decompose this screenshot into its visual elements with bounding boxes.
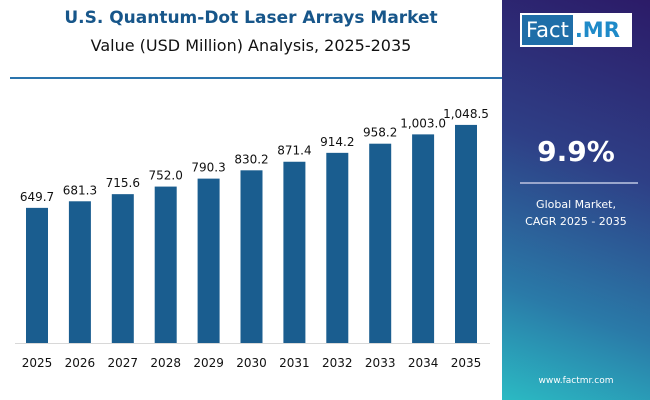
panel-divider (520, 182, 638, 184)
x-tick-label: 2027 (108, 356, 139, 370)
data-label: 752.0 (149, 169, 183, 183)
chart-subtitle: Value (USD Million) Analysis, 2025-2035 (90, 36, 412, 55)
data-label: 1,003.0 (400, 116, 446, 130)
chart-area: U.S. Quantum-Dot Laser Arrays Market Val… (10, 8, 502, 370)
bar-2028 (154, 186, 177, 343)
bar-2030 (240, 170, 263, 343)
bar-2035 (455, 124, 477, 343)
x-tick-label: 2028 (150, 356, 181, 370)
website-url: www.factmr.com (538, 376, 614, 386)
bar-2034 (412, 134, 435, 343)
data-label: 830.2 (234, 152, 268, 166)
data-label: 1,048.5 (443, 107, 489, 121)
bar-2027 (111, 194, 134, 343)
bar-2029 (197, 178, 220, 343)
bar-2033 (369, 143, 392, 343)
data-label: 871.4 (277, 144, 311, 158)
data-label: 914.2 (320, 135, 354, 149)
x-tick-label: 2030 (236, 356, 267, 370)
factmr-logo: Fact .MR (520, 13, 632, 47)
data-label: 715.6 (106, 176, 140, 190)
x-tick-label: 2034 (408, 356, 439, 370)
side-panel: Fact .MR 9.9% Global Market, CAGR 2025 - … (502, 0, 650, 400)
chart-title: U.S. Quantum-Dot Laser Arrays Market (64, 8, 438, 28)
cagr-value: 9.9% (537, 135, 615, 168)
x-tick-label: 2026 (65, 356, 96, 370)
cagr-label-line1: Global Market, (536, 198, 616, 211)
x-tick-label: 2029 (193, 356, 224, 370)
x-tick-label: 2035 (451, 356, 482, 370)
bar-2025 (26, 207, 48, 343)
bar-chart: 649.7 2025 681.3 2026 715.6 2027 752.0 2028 790.… (15, 107, 490, 370)
x-tick-label: 2033 (365, 356, 396, 370)
divider (10, 77, 502, 79)
cagr-label-line2: CAGR 2025 - 2035 (525, 215, 627, 228)
x-tick-label: 2031 (279, 356, 310, 370)
data-label: 958.2 (363, 126, 397, 140)
x-tick-label: 2032 (322, 356, 353, 370)
data-label: 790.3 (191, 161, 225, 175)
data-label: 649.7 (20, 190, 54, 204)
bar-2031 (283, 161, 306, 343)
bar-2032 (326, 152, 349, 343)
x-tick-label: 2025 (22, 356, 53, 370)
bar-2026 (68, 201, 91, 343)
cagr-label: Global Market, CAGR 2025 - 2035 (502, 196, 650, 230)
data-label: 681.3 (63, 183, 97, 197)
